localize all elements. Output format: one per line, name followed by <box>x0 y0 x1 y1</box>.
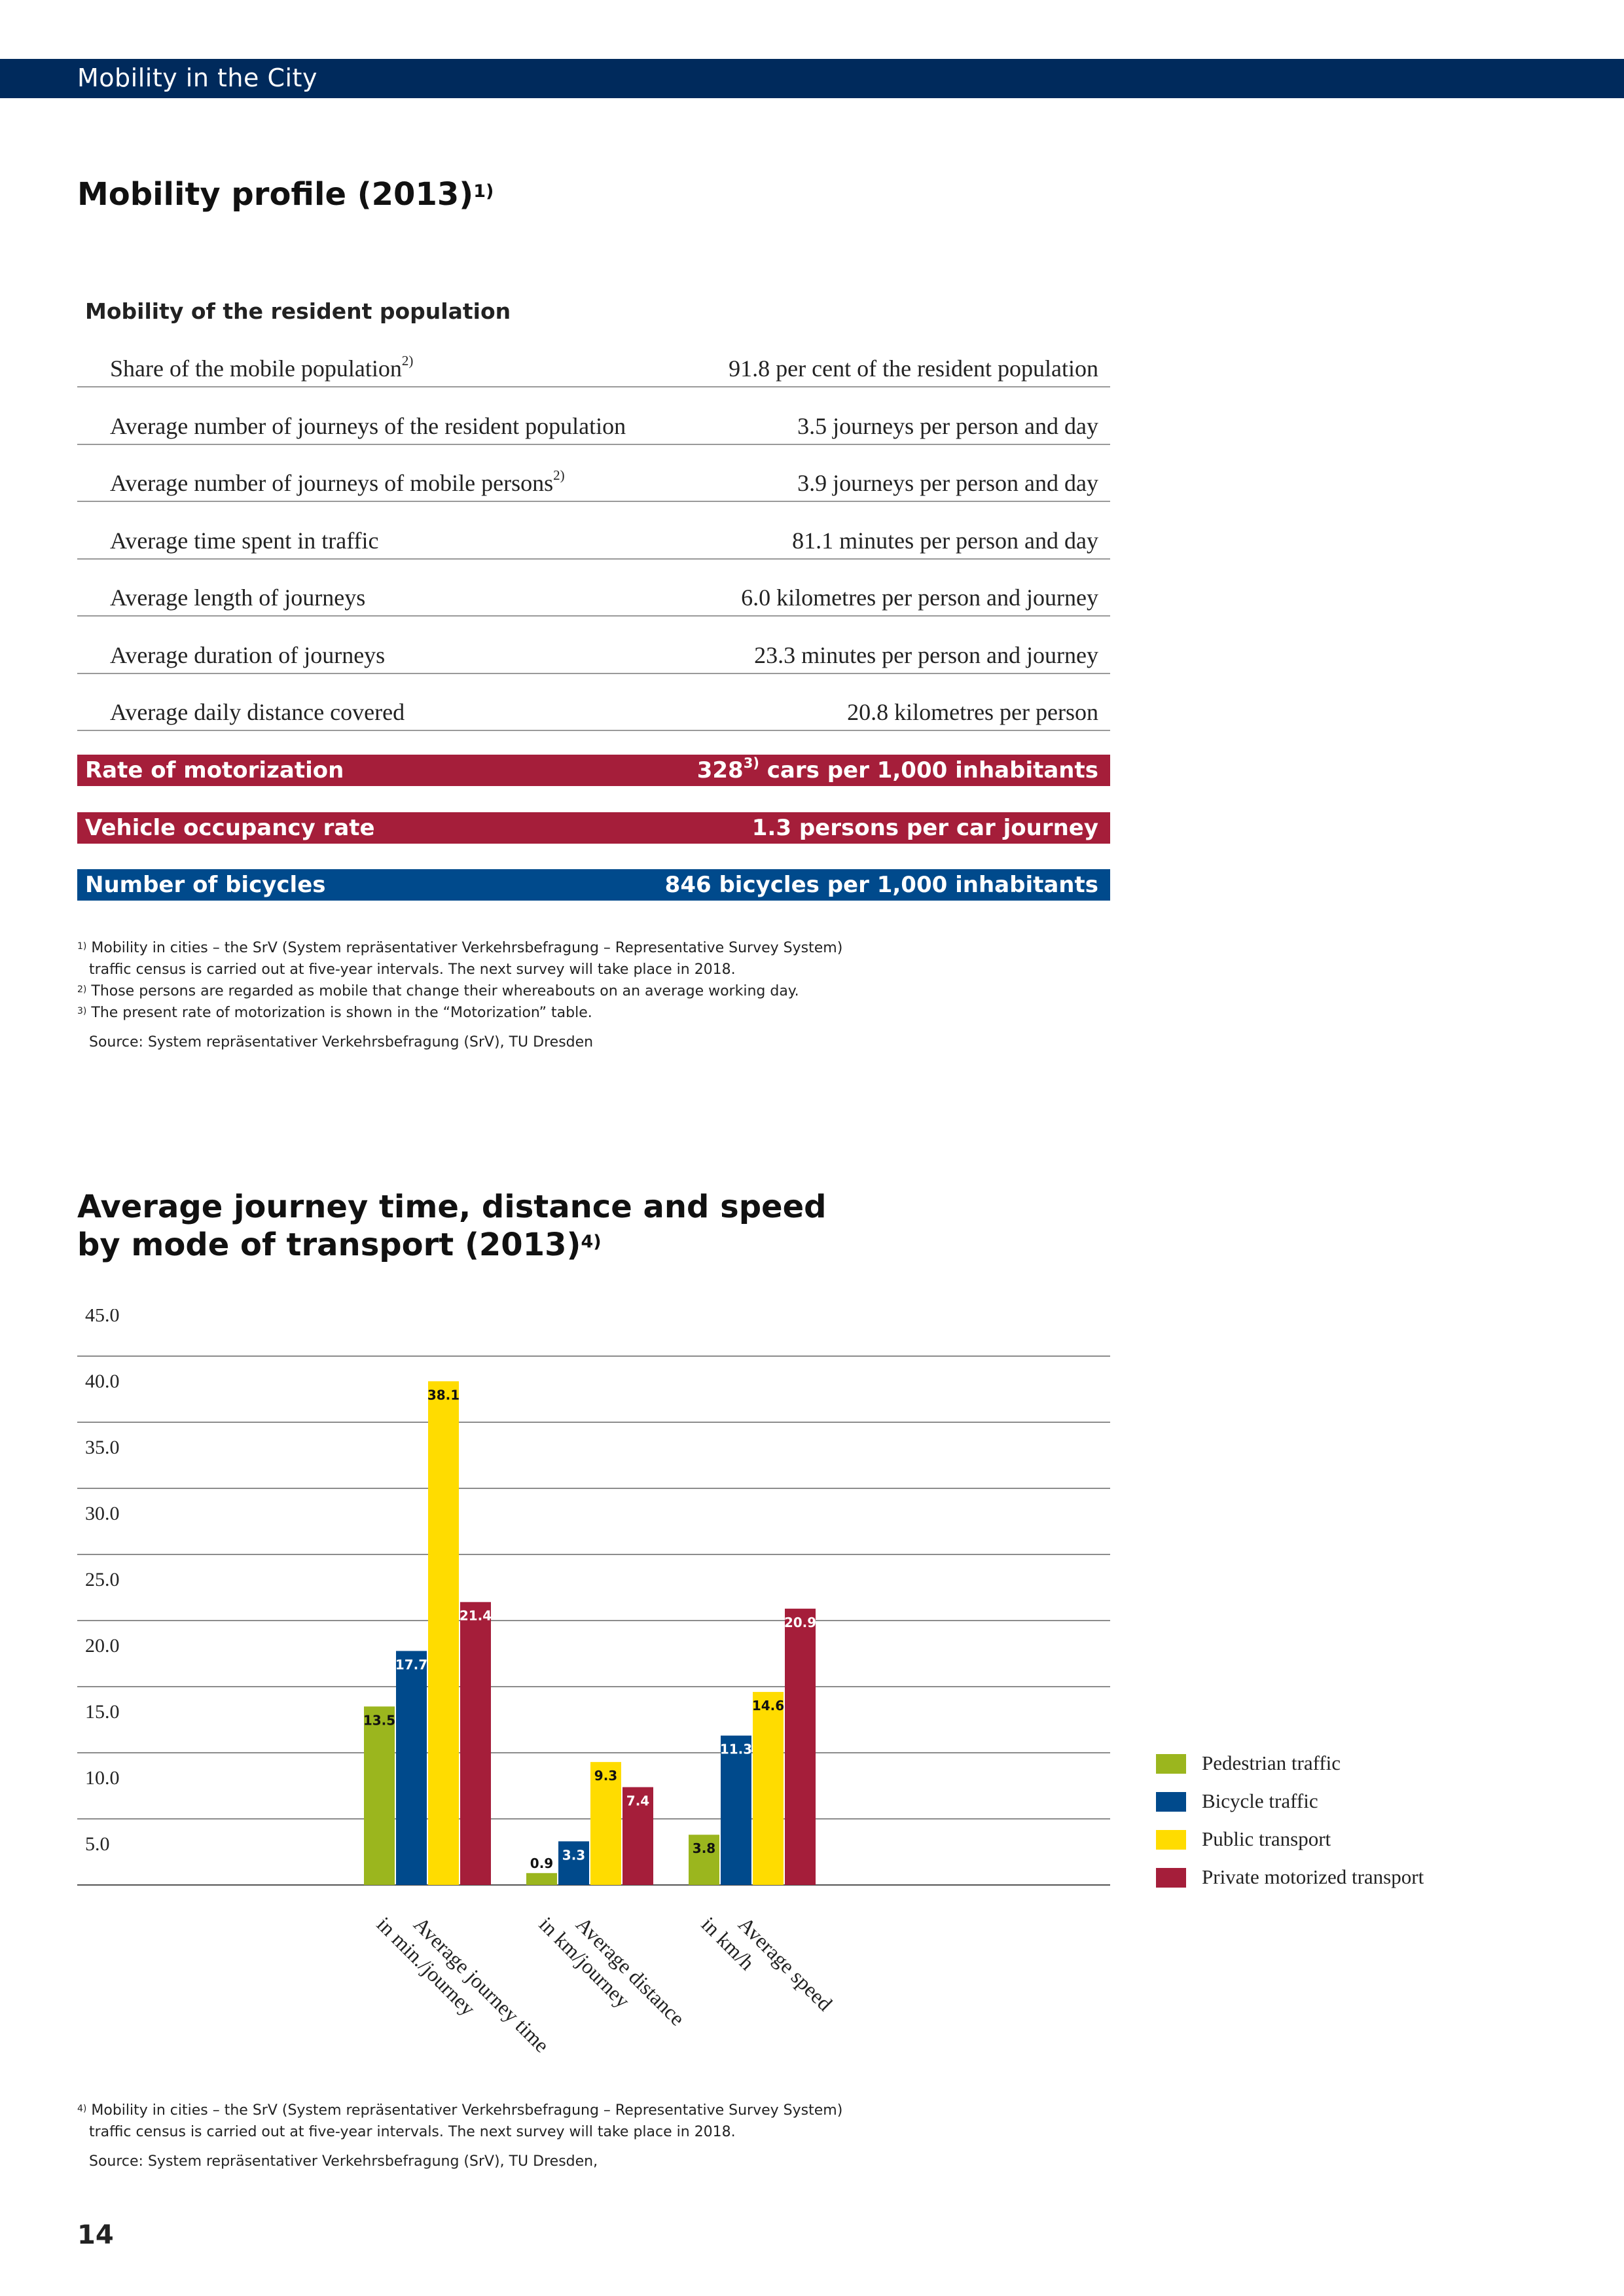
bar <box>785 1608 816 1885</box>
y-tick-label: 10.0 <box>85 1767 120 1789</box>
header-bar: Mobility in the City <box>0 59 1624 98</box>
y-tick-label: 35.0 <box>85 1437 120 1458</box>
profile-row-value: 3.9 journeys per person and day <box>797 470 1098 496</box>
data-label: 14.6 <box>752 1698 784 1713</box>
profile-title: Mobility profile (2013)1) <box>77 176 494 213</box>
profile-row-label: Average length of journeys <box>110 584 366 611</box>
profile-row-label: Share of the mobile population2) <box>110 353 414 382</box>
bar <box>721 1735 751 1885</box>
profile-row: Average duration of journeys 23.3 minutes… <box>77 635 1110 674</box>
bar <box>623 1787 653 1885</box>
profile-row: Average daily distance covered 20.8 kilom… <box>77 692 1110 731</box>
highlight-value: 846 bicycles per 1,000 inhabitants <box>664 872 1098 898</box>
data-label: 3.3 <box>562 1847 585 1863</box>
header-title: Mobility in the City <box>77 63 317 92</box>
bar <box>753 1692 784 1885</box>
data-label: 13.5 <box>363 1712 395 1728</box>
bar <box>428 1381 459 1885</box>
y-tick-label: 20.0 <box>85 1635 120 1657</box>
highlight-label: Vehicle occupancy rate <box>85 814 375 841</box>
footnote-2: 2) Those persons are regarded as mobile … <box>77 983 799 999</box>
y-tick-label: 30.0 <box>85 1503 120 1524</box>
data-label: 20.9 <box>784 1615 816 1630</box>
profile-row-value: 3.5 journeys per person and day <box>797 412 1098 439</box>
highlight-value: 1.3 persons per car journey <box>751 814 1098 841</box>
profile-row: Average time spent in traffic 81.1 minute… <box>77 520 1110 560</box>
legend-label: Bicycle traffic <box>1202 1789 1318 1812</box>
profile-highlight-row: Number of bicycles 846 bicycles per 1,00… <box>77 869 1110 901</box>
highlight-value: 3283) cars per 1,000 inhabitants <box>696 755 1098 783</box>
y-tick-label: 40.0 <box>85 1371 120 1392</box>
profile-highlight-row: Vehicle occupancy rate 1.3 persons per c… <box>77 812 1110 844</box>
data-label: 0.9 <box>530 1856 553 1871</box>
profile-row-value: 91.8 per cent of the resident population <box>729 355 1098 382</box>
profile-highlight-row: Rate of motorization 3283) cars per 1,000… <box>77 755 1110 786</box>
y-tick-label: 25.0 <box>85 1569 120 1590</box>
y-tick-label: 15.0 <box>85 1701 120 1723</box>
highlight-label: Number of bicycles <box>85 872 326 898</box>
y-tick-label: 45.0 <box>85 1309 120 1326</box>
bar <box>364 1706 395 1885</box>
profile-row-label: Average time spent in traffic <box>110 527 379 554</box>
highlight-label: Rate of motorization <box>85 757 344 783</box>
legend-label: Private motorized transport <box>1202 1865 1424 1888</box>
profile-row: Average number of journeys of mobile per… <box>77 463 1110 502</box>
profile-row-label: Average number of journeys of the reside… <box>110 412 626 439</box>
legend-swatch <box>1156 1830 1186 1850</box>
bar <box>558 1841 589 1885</box>
page-number: 14 <box>77 2220 114 2250</box>
profile-row-value: 6.0 kilometres per person and journey <box>741 584 1098 611</box>
profile-row-value: 81.1 minutes per person and day <box>792 527 1098 554</box>
profile-row: Share of the mobile population2) 91.8 per… <box>77 348 1110 387</box>
data-label: 38.1 <box>427 1387 460 1403</box>
profile-row-label: Average daily distance covered <box>110 699 405 725</box>
legend-swatch <box>1156 1754 1186 1774</box>
bar <box>590 1762 621 1885</box>
data-label: 17.7 <box>395 1657 427 1672</box>
profile-row-value: 23.3 minutes per person and journey <box>754 641 1098 668</box>
legend-label: Pedestrian traffic <box>1202 1751 1341 1774</box>
data-label: 7.4 <box>626 1793 649 1809</box>
bar <box>526 1873 557 1885</box>
profile-source: Source: System repräsentativer Verkehrsb… <box>89 1034 594 1050</box>
data-label: 11.3 <box>720 1742 752 1757</box>
data-label: 9.3 <box>594 1768 617 1784</box>
data-label: 3.8 <box>693 1840 715 1856</box>
footnote-3: 3) The present rate of motorization is s… <box>77 1005 592 1021</box>
footnote-4: 4) Mobility in cities – the SrV (System … <box>77 2102 843 2140</box>
y-tick-label: 5.0 <box>85 1833 110 1855</box>
chart-title: Average journey time, distance and speed… <box>77 1189 827 1263</box>
profile-row: Average length of journeys 6.0 kilometres… <box>77 577 1110 617</box>
legend-swatch <box>1156 1868 1186 1888</box>
bar <box>689 1835 719 1885</box>
chart-source: Source: System repräsentativer Verkehrsb… <box>89 2153 598 2170</box>
profile-row-label: Average duration of journeys <box>110 641 386 668</box>
data-label: 21.4 <box>460 1608 492 1624</box>
profile-row: Average number of journeys of the reside… <box>77 406 1110 445</box>
bar-chart: 5.0 10.0 15.0 20.0 25.0 30.0 35.0 40.0 45.0 13.5 1… <box>77 1309 1110 2057</box>
legend-swatch <box>1156 1792 1186 1812</box>
profile-subtitle: Mobility of the resident population <box>85 298 511 324</box>
footnote-1: 1) Mobility in cities – the SrV (System … <box>77 940 843 978</box>
profile-row-label: Average number of journeys of mobile per… <box>110 467 565 496</box>
bar <box>460 1602 491 1885</box>
profile-row-value: 20.8 kilometres per person <box>847 699 1098 725</box>
bar <box>396 1651 427 1885</box>
legend-label: Public transport <box>1202 1827 1331 1850</box>
